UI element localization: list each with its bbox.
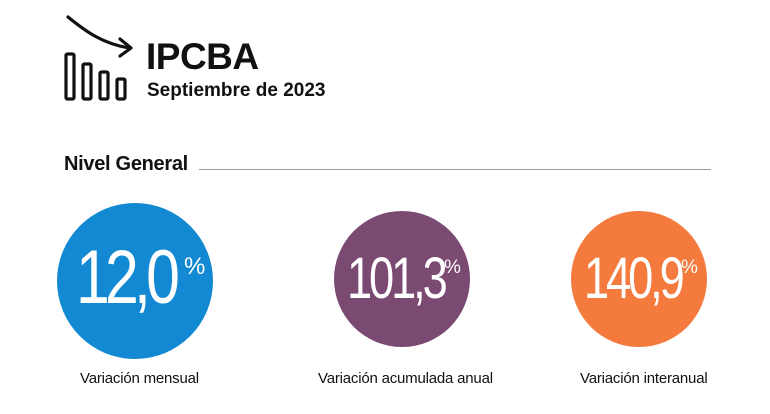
indicator-label: Variación interanual [580,370,708,387]
indicator-unit: % [681,257,698,278]
indicator-circle [57,203,213,359]
section-divider [199,169,711,170]
section-title: Nivel General [64,153,188,175]
indicator-label: Variación mensual [80,370,199,387]
indicator-value: 12,0 [76,235,180,320]
indicator-label: Variación acumulada anual [318,370,493,387]
indicator-circle [334,211,470,347]
indicator-unit: % [444,257,461,278]
indicator-value: 101,3 [347,246,448,311]
indicator-circle [571,211,707,347]
bar-chart-trend-down-icon [64,15,133,101]
page-title: IPCBA [146,36,259,77]
page-subtitle: Septiembre de 2023 [147,80,326,101]
indicator-unit: % [184,253,206,280]
indicator-value: 140,9 [584,246,685,311]
